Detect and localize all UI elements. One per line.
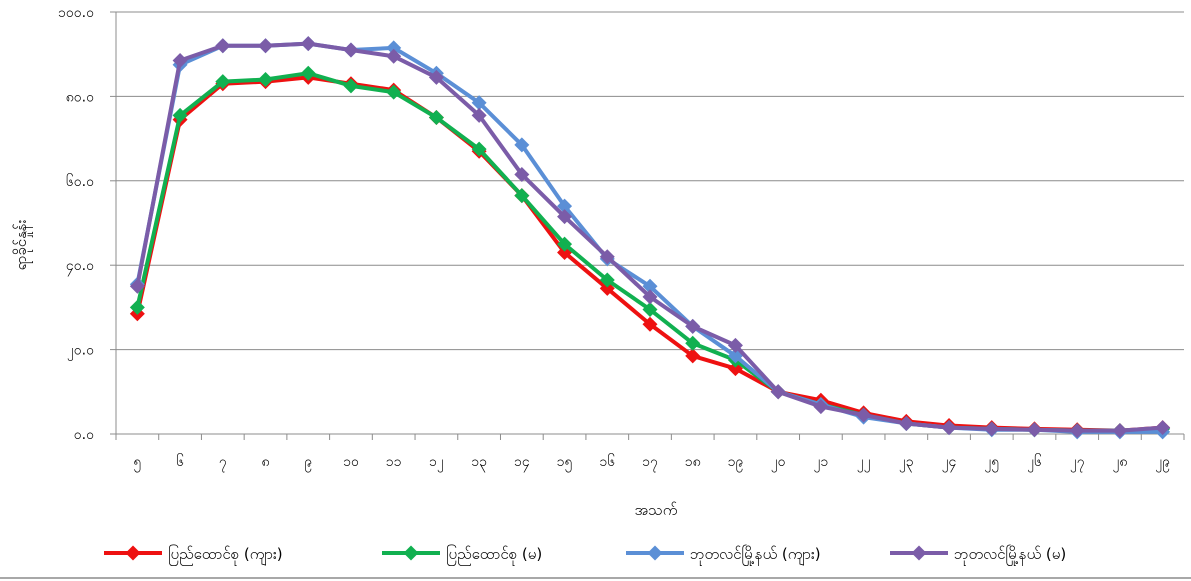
data-point [386,40,402,56]
x-tick-label: ၇ [219,454,227,472]
data-point [300,65,316,81]
data-point [856,407,872,423]
data-point [471,95,487,111]
data-point [599,249,615,265]
x-tick-label: ၂၈ [1112,454,1127,472]
x-axis-tick-labels: ၅ ၆ ၇ ၈ ၉ ၁၀ ၁၁ ၁၂ ၁၃ ၁၄ ၁၅ ၁၆ ၁၇ ၁၈ ၁၉ ၂၀ ၂၁ ၂၂ ၂၃ ၂၄ ၂၅ ၂၆ ၂… [133,454,1170,472]
data-point [215,74,231,90]
x-tick-label: ၁၃ [471,454,487,472]
legend-item: ဘုတလင်မြို့နယ် (မ) [890,544,1066,566]
legend-item: ဘုတလင်မြို့နယ် (ကျား) [626,544,821,566]
data-point [685,348,701,364]
legend-item: ပြည်ထောင်စု (မ) [382,544,542,566]
data-point [941,420,957,436]
data-point [599,272,615,288]
legend-item: ပြည်ထောင်စု (ကျား) [104,544,283,566]
x-tick-label: ၂၆ [1027,454,1042,472]
x-tick-label: ၂၄ [942,454,957,472]
x-tick-label: ၂၃ [899,454,914,472]
data-point [428,110,444,125]
x-tick-label: ၁၁ [386,454,402,470]
data-point [129,278,145,294]
data-series [129,36,1171,440]
data-point [386,84,402,100]
x-tick-label: ၅ [133,454,141,472]
y-tick-label: ၆၀.၀ [66,174,94,190]
data-point [1155,420,1171,436]
legend: ပြည်ထောင်စု (ကျား) ပြည်ထောင်စု (မ) ဘုတလင်မ… [104,544,1066,566]
y-tick-label: ၀.၀ [74,427,94,443]
data-point [642,289,658,305]
legend-label: ပြည်ထောင်စု (မ) [446,544,542,566]
legend-swatch-marker [125,545,141,561]
data-point [258,38,274,54]
data-point [343,78,359,94]
data-point [215,38,231,54]
legend-label: ဘုတလင်မြို့နယ် (ကျား) [690,544,821,566]
data-point [172,53,188,69]
data-point [514,188,530,204]
legend-swatch-marker [403,545,419,561]
data-point [685,335,701,351]
x-tick-label: ၁၀ [343,454,359,470]
x-tick-label: ၁၈ [685,454,701,470]
data-point [258,72,274,88]
data-point [727,337,743,353]
x-tick-label: ၂၉ [1155,454,1170,472]
y-tick-label: ၄၀.၀ [66,258,94,276]
data-point [514,166,530,182]
data-point [343,42,359,58]
x-tick-label: ၁၆ [599,454,615,470]
data-point [1069,423,1085,439]
x-tick-label: ၂၇ [1070,454,1085,472]
x-tick-label: ၂၅ [984,454,999,472]
data-point [642,278,658,294]
data-point [1112,423,1128,439]
x-tick-label: ၁၂ [429,454,444,472]
y-axis-title: ရာခိုင်နှုန်း [12,219,33,270]
data-point [471,107,487,123]
legend-label: ဘုတလင်မြို့နယ် (မ) [954,544,1066,566]
data-point [557,209,573,225]
data-point [129,299,145,315]
data-point [557,198,573,214]
legend-swatch-marker [911,545,927,561]
legend-swatch-marker [647,545,663,561]
x-tick-label: ၁၄ [514,454,530,472]
data-point [642,302,658,318]
series-4 [129,36,1171,439]
data-point [1026,422,1042,438]
data-point [300,36,316,52]
data-point [386,48,402,64]
legend-label: ပြည်ထောင်စု (ကျား) [168,544,283,566]
x-tick-label: ၉ [304,454,312,472]
x-tick-label: ၁၇ [642,454,658,472]
data-point [642,316,658,332]
data-point [770,384,786,400]
x-tick-label: ၂၂ [857,454,871,472]
data-point [898,415,914,431]
data-point [984,421,1000,437]
x-axis-title: အသက် [635,501,678,519]
x-tick-label: ၂၀ [771,454,786,472]
x-tick-label: ၈ [262,454,270,470]
gridlines [110,11,1185,440]
data-point [685,318,701,334]
data-point [428,69,444,85]
y-tick-label: ၂၀.၀ [67,343,94,361]
y-tick-label: ၈၀.၀ [66,89,94,105]
data-point [471,141,487,157]
x-tick-label: ၁၉ [728,454,744,472]
data-point [514,137,530,153]
data-point [557,236,573,252]
x-tick-label: ၁၅ [557,454,573,472]
x-tick-label: ၆ [176,454,184,470]
x-tick-label: ၂၁ [813,454,828,472]
data-point [172,107,188,123]
y-axis-tick-labels: ၀.၀ ၂၀.၀ ၄၀.၀ ၆၀.၀ ၈၀.၀ ၁၀၀.၀ [58,5,94,443]
y-tick-label: ၁၀၀.၀ [58,5,94,21]
data-point [813,399,829,415]
